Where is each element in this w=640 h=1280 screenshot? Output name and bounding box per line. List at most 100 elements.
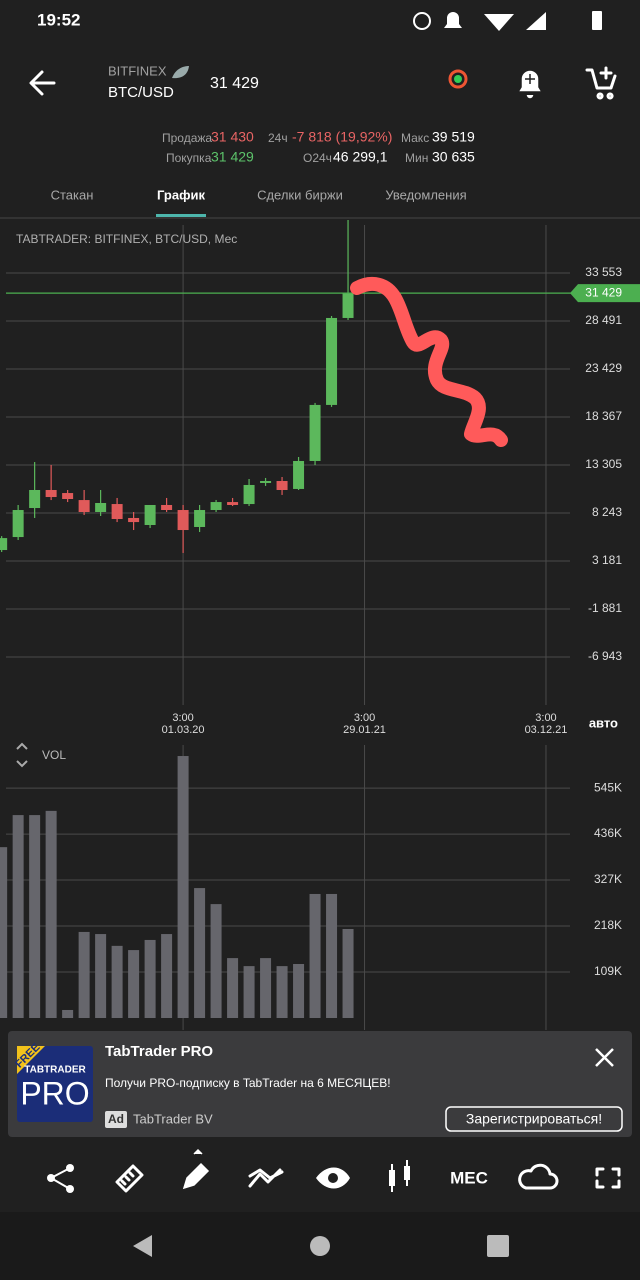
- tab-indicator: [156, 214, 206, 217]
- ruler-button[interactable]: [115, 1164, 144, 1193]
- exchange: BITFINEX: [108, 63, 167, 78]
- last-price-tag: [570, 284, 640, 303]
- charts: 33 553 28 491 23 429 18 367 13 305 8 243 3 181…: [0, 220, 640, 1030]
- y-tick-label: 23 429: [585, 361, 622, 375]
- volume-bar: [95, 934, 107, 1018]
- volume-bar: [128, 950, 140, 1018]
- y-tick-label: 436K: [594, 826, 622, 840]
- scribble: [350, 276, 508, 447]
- nav-back[interactable]: [133, 1235, 152, 1257]
- volume-bar: [29, 815, 41, 1018]
- stat-value: 39 519: [432, 129, 475, 145]
- ad-button[interactable]: [445, 1106, 623, 1132]
- candle-body: [62, 493, 74, 500]
- candle-body: [29, 490, 41, 509]
- volume-title: VOL: [42, 748, 66, 762]
- tab[interactable]: Уведомления: [385, 187, 466, 202]
- toolbar: МЕС: [47, 1148, 621, 1193]
- tab[interactable]: Сделки биржи: [257, 187, 343, 202]
- cloud-button[interactable]: [518, 1163, 559, 1190]
- candles-button[interactable]: [389, 1160, 410, 1192]
- stat-value: -7 818 (19,92%): [292, 129, 392, 145]
- stat-label: Продажа: [162, 131, 212, 145]
- volume-bar: [0, 847, 8, 1018]
- vol-toggle[interactable]: [16, 742, 28, 768]
- indicators-button[interactable]: [248, 1168, 284, 1188]
- nav-recent[interactable]: [487, 1235, 509, 1257]
- volume-bar: [276, 966, 288, 1018]
- volume-bar: [177, 756, 189, 1018]
- volume-bar: [111, 945, 123, 1018]
- x-tick-label: 3:00: [172, 712, 193, 724]
- status-icons: [413, 11, 602, 31]
- candle-body: [144, 504, 156, 525]
- stat-value: 31 430: [211, 129, 254, 145]
- candle-body: [276, 480, 288, 491]
- y-tick-label: -1 881: [588, 601, 622, 615]
- ad-close[interactable]: [595, 1048, 614, 1067]
- y-tick-label: 218K: [594, 918, 622, 932]
- candle-body: [243, 484, 255, 505]
- cart-button[interactable]: [585, 66, 617, 100]
- ad-button-label[interactable]: Зарегистрироваться!: [466, 1111, 602, 1127]
- tab[interactable]: График: [157, 187, 205, 202]
- volume-bar: [62, 1009, 74, 1018]
- ad-badge: Ad: [108, 1112, 124, 1126]
- ad-icon-brand: TABTRADER: [24, 1065, 86, 1076]
- volume-bar: [210, 904, 222, 1018]
- back-button[interactable]: [29, 70, 56, 96]
- candle-body: [0, 538, 8, 551]
- scale-mode[interactable]: авто: [589, 715, 618, 730]
- candle-body: [45, 490, 57, 498]
- x-tick-date: 03.12.21: [525, 724, 568, 736]
- draw-button[interactable]: [182, 1148, 210, 1190]
- candle-body: [128, 517, 140, 523]
- stat-value: 31 429: [211, 149, 254, 165]
- tab[interactable]: Стакан: [51, 187, 94, 202]
- y-tick-label: 109K: [594, 964, 622, 978]
- exchange-logo: [172, 66, 189, 79]
- volume-bar: [342, 928, 354, 1018]
- candle-body: [194, 510, 206, 527]
- alert-button[interactable]: [516, 69, 544, 100]
- y-tick-label: 8 243: [592, 505, 622, 519]
- candle-body: [12, 510, 24, 538]
- view-button[interactable]: [316, 1167, 350, 1189]
- ad-icon: [17, 1046, 93, 1122]
- stat-label: Макс: [401, 131, 429, 145]
- ad-title: TabTrader PRO: [105, 1043, 213, 1060]
- chart-title: TABTRADER: BITFINEX, BTC/USD, Мес: [16, 232, 237, 246]
- stat-label: Мин: [405, 151, 428, 165]
- volume-bar: [309, 893, 321, 1018]
- fullscreen-button[interactable]: [595, 1167, 621, 1189]
- volume-bar: [144, 939, 156, 1018]
- last-price-label: 31 429: [585, 285, 622, 299]
- y-tick-label: 3 181: [592, 553, 622, 567]
- candle-body: [342, 293, 354, 318]
- ad-advertiser: TabTrader BV: [133, 1111, 213, 1126]
- volume-bar: [78, 931, 90, 1018]
- tabs: Стакан График Сделки биржи Уведомления: [51, 187, 467, 217]
- ad-icon-ribbon: [17, 1046, 45, 1074]
- header-price: 31 429: [210, 75, 259, 92]
- candle-body: [260, 480, 272, 483]
- ad-text: Получи PRO-подписку в TabTrader на 6 МЕС…: [105, 1076, 391, 1090]
- stat-label: 24ч: [268, 131, 288, 145]
- y-tick-label: 545K: [594, 780, 622, 794]
- share-button[interactable]: [47, 1164, 74, 1193]
- volume-bar: [45, 810, 57, 1018]
- period-button[interactable]: МЕС: [450, 1168, 488, 1187]
- ad-background: [8, 1031, 632, 1137]
- nav-home[interactable]: [310, 1236, 330, 1256]
- ad-banner[interactable]: FREE TABTRADER PRO TabTrader PRO Получи …: [8, 1031, 632, 1137]
- candle-body: [78, 500, 90, 513]
- volume-bar: [243, 966, 255, 1018]
- x-tick-date: 29.01.21: [343, 724, 386, 736]
- app-logo[interactable]: [448, 69, 468, 89]
- ad-icon-pro: PRO: [20, 1075, 89, 1111]
- stat-label: О24ч: [303, 151, 332, 165]
- volume-bar: [161, 934, 173, 1018]
- candle-body: [177, 510, 189, 531]
